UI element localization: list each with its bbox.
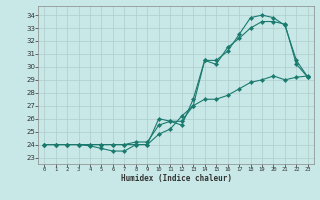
X-axis label: Humidex (Indice chaleur): Humidex (Indice chaleur) [121, 174, 231, 183]
